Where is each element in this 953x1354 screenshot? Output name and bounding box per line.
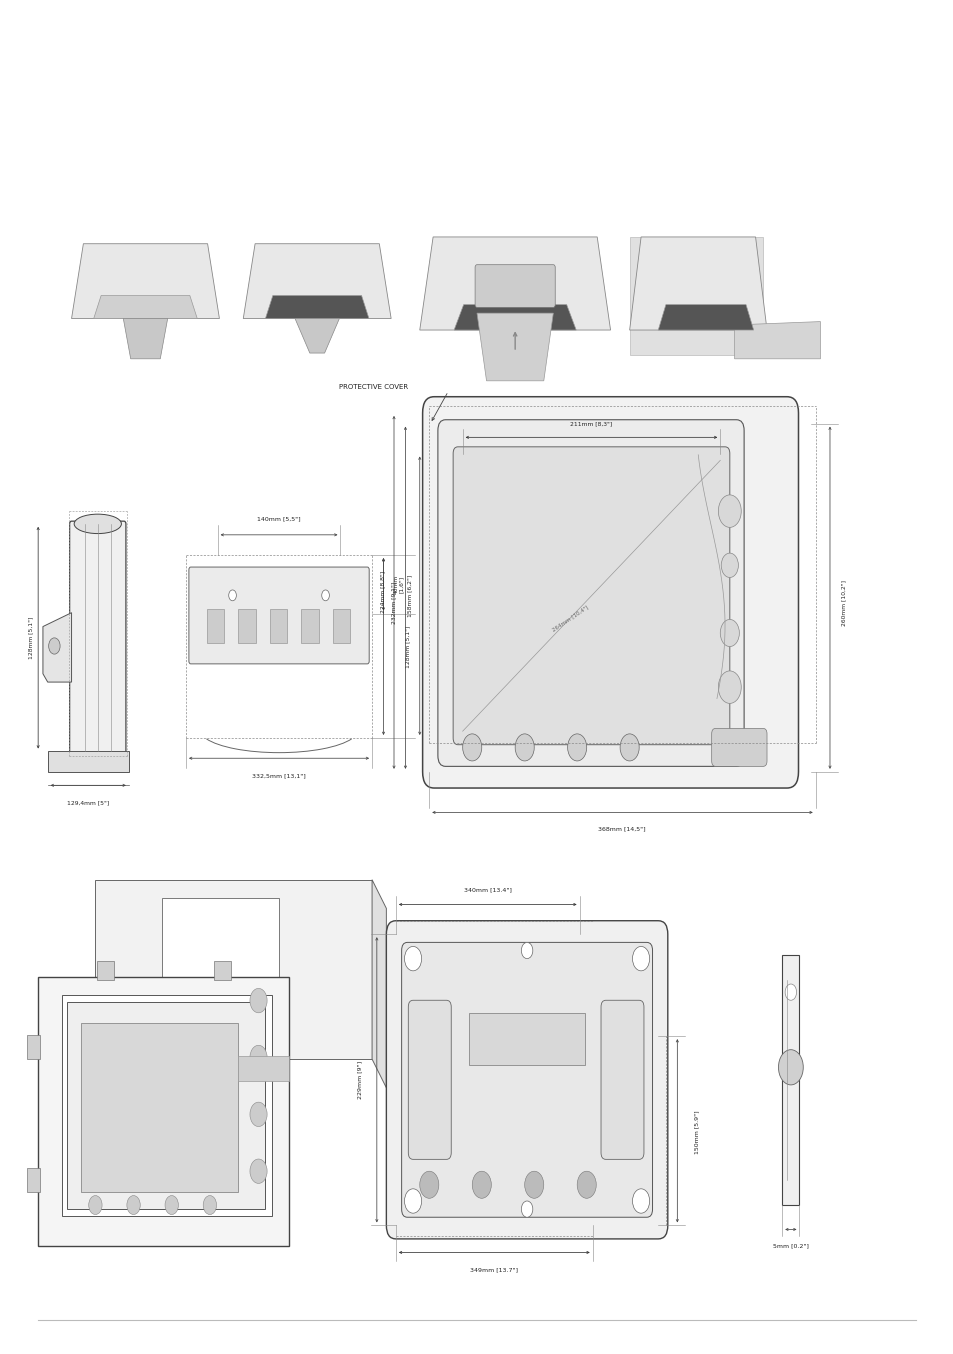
Circle shape <box>720 552 738 577</box>
Polygon shape <box>93 295 197 318</box>
Polygon shape <box>81 1024 238 1192</box>
Polygon shape <box>238 1056 288 1080</box>
Text: 211mm [8,3"]: 211mm [8,3"] <box>570 421 612 427</box>
Text: 128mm [5,1"]: 128mm [5,1"] <box>29 616 33 659</box>
Circle shape <box>567 734 586 761</box>
Text: 129,4mm [5"]: 129,4mm [5"] <box>67 800 110 806</box>
Text: 349mm [13.7"]: 349mm [13.7"] <box>470 1267 517 1273</box>
Circle shape <box>515 734 534 761</box>
Polygon shape <box>95 880 372 1059</box>
Polygon shape <box>67 1002 265 1209</box>
Circle shape <box>229 590 236 601</box>
Circle shape <box>404 1189 421 1213</box>
Circle shape <box>619 734 639 761</box>
Circle shape <box>577 1171 596 1198</box>
Bar <box>27 1034 40 1059</box>
Polygon shape <box>62 994 272 1216</box>
Text: 232mm [9,1"]: 232mm [9,1"] <box>391 582 396 624</box>
Circle shape <box>250 1102 267 1127</box>
Polygon shape <box>162 898 278 1030</box>
Bar <box>469 1013 584 1066</box>
Text: 158mm [6,2"]: 158mm [6,2"] <box>407 574 413 617</box>
Circle shape <box>718 494 740 527</box>
Circle shape <box>520 1201 532 1217</box>
Bar <box>207 609 224 643</box>
Polygon shape <box>43 612 71 682</box>
Bar <box>270 609 287 643</box>
FancyBboxPatch shape <box>453 447 729 745</box>
Polygon shape <box>123 318 168 359</box>
Polygon shape <box>38 976 288 1246</box>
Text: 5mm [0.2"]: 5mm [0.2"] <box>772 1243 808 1248</box>
Circle shape <box>49 638 60 654</box>
Polygon shape <box>372 880 386 1087</box>
Bar <box>781 955 799 1205</box>
Text: 224mm [8,8"]: 224mm [8,8"] <box>379 571 385 613</box>
Bar <box>27 1167 40 1192</box>
Polygon shape <box>48 751 129 772</box>
FancyBboxPatch shape <box>386 921 667 1239</box>
Polygon shape <box>658 305 753 330</box>
Text: PROTECTIVE COVER: PROTECTIVE COVER <box>338 385 407 390</box>
Circle shape <box>524 1171 543 1198</box>
FancyBboxPatch shape <box>70 521 126 754</box>
Circle shape <box>203 1196 216 1215</box>
Bar <box>213 961 231 980</box>
Text: 340mm [13.4"]: 340mm [13.4"] <box>463 887 511 892</box>
Bar <box>97 961 114 980</box>
FancyBboxPatch shape <box>600 1001 643 1159</box>
Circle shape <box>718 670 740 704</box>
Circle shape <box>404 946 421 971</box>
Circle shape <box>250 1045 267 1070</box>
Circle shape <box>720 620 739 646</box>
Polygon shape <box>243 244 391 318</box>
Polygon shape <box>265 295 369 318</box>
FancyBboxPatch shape <box>475 265 555 307</box>
Polygon shape <box>454 305 576 330</box>
Circle shape <box>419 1171 438 1198</box>
Circle shape <box>462 734 481 761</box>
FancyBboxPatch shape <box>189 567 369 663</box>
Polygon shape <box>476 313 553 380</box>
Text: 128mm [5,1"]: 128mm [5,1"] <box>405 626 411 668</box>
Polygon shape <box>419 237 610 330</box>
Text: 229mm [9"]: 229mm [9"] <box>356 1060 362 1099</box>
Circle shape <box>472 1171 491 1198</box>
Text: 332,5mm [13,1"]: 332,5mm [13,1"] <box>252 773 306 779</box>
Circle shape <box>632 1189 649 1213</box>
Circle shape <box>127 1196 140 1215</box>
FancyBboxPatch shape <box>401 942 652 1217</box>
Text: 264mm [10,4"]: 264mm [10,4"] <box>551 605 588 632</box>
Bar <box>238 609 255 643</box>
FancyBboxPatch shape <box>422 397 798 788</box>
Circle shape <box>250 1159 267 1183</box>
Text: 150mm [5.9"]: 150mm [5.9"] <box>693 1110 699 1154</box>
FancyBboxPatch shape <box>711 728 766 766</box>
Circle shape <box>89 1196 102 1215</box>
Circle shape <box>250 988 267 1013</box>
Text: 40mm
[1,6"]: 40mm [1,6"] <box>393 574 404 594</box>
Text: 368mm [14,5"]: 368mm [14,5"] <box>598 826 645 831</box>
FancyBboxPatch shape <box>437 420 743 766</box>
Polygon shape <box>71 244 219 318</box>
Circle shape <box>321 590 329 601</box>
Bar <box>629 237 762 355</box>
Polygon shape <box>734 321 820 359</box>
Circle shape <box>784 984 796 1001</box>
Circle shape <box>165 1196 178 1215</box>
Polygon shape <box>629 237 766 330</box>
Bar <box>333 609 350 643</box>
FancyBboxPatch shape <box>408 1001 451 1159</box>
Circle shape <box>520 942 532 959</box>
Text: 140mm [5,5"]: 140mm [5,5"] <box>257 516 300 521</box>
Ellipse shape <box>74 515 121 533</box>
Circle shape <box>778 1049 802 1085</box>
Polygon shape <box>294 318 339 353</box>
Bar <box>301 609 318 643</box>
Circle shape <box>632 946 649 971</box>
Text: 260mm [10,2"]: 260mm [10,2"] <box>840 580 845 626</box>
